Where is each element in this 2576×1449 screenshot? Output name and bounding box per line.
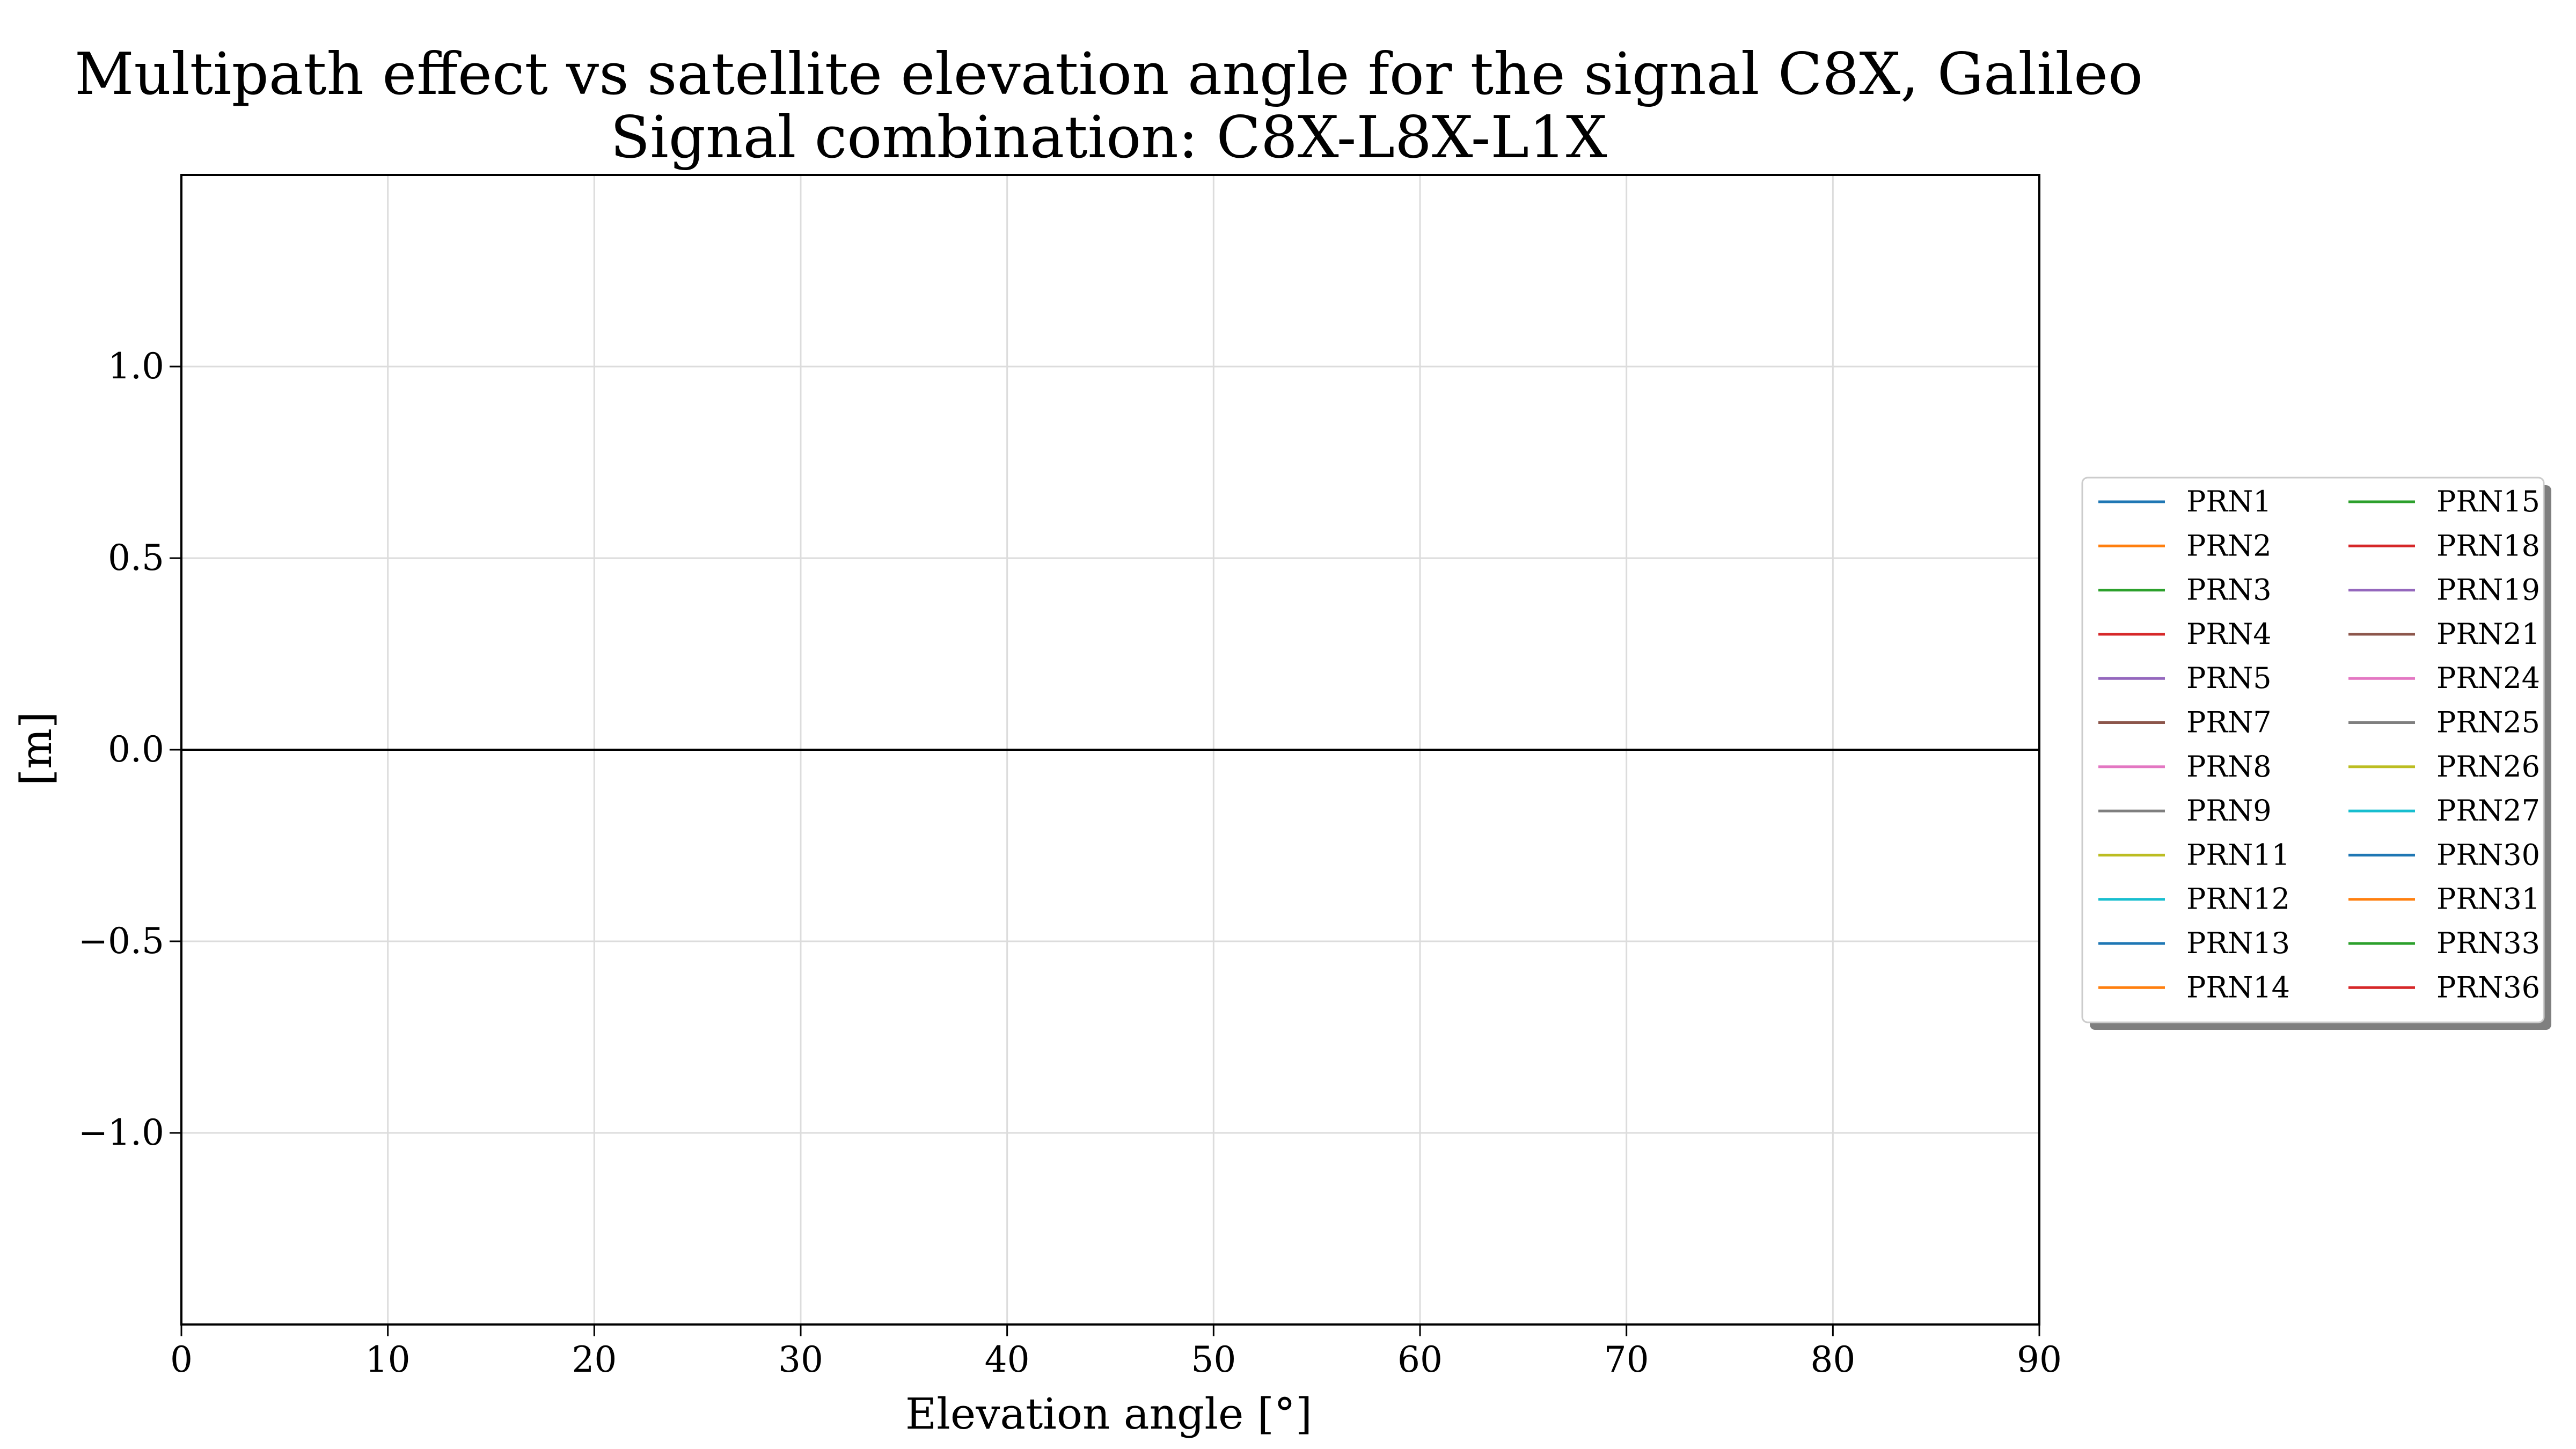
legend-entry-prn15: PRN15 [2348,485,2540,518]
x-tick-label: 0 [170,1339,193,1380]
legend-label: PRN18 [2436,529,2540,562]
y-tick-label: −0.5 [78,920,164,962]
y-tick-label: 0.5 [108,537,164,579]
legend-entry-prn4: PRN4 [2098,617,2272,651]
legend-entry-prn12: PRN12 [2098,882,2290,916]
x-tick-label: 70 [1604,1339,1649,1380]
legend-entry-prn30: PRN30 [2348,838,2540,872]
legend-entry-prn5: PRN5 [2098,661,2272,695]
legend-label: PRN27 [2436,794,2540,828]
x-tick-label: 20 [572,1339,617,1380]
legend-label: PRN8 [2186,750,2272,784]
legend-label: PRN21 [2436,617,2540,651]
legend-entry-prn36: PRN36 [2348,970,2540,1004]
legend-label: PRN3 [2186,573,2272,607]
legend-entry-prn18: PRN18 [2348,529,2540,562]
y-tick-label: −1.0 [78,1112,164,1153]
legend-entry-prn19: PRN19 [2348,573,2540,607]
legend-label: PRN26 [2436,750,2540,784]
legend-entry-prn8: PRN8 [2098,750,2272,784]
legend-label: PRN2 [2186,529,2272,562]
legend-entry-prn24: PRN24 [2348,661,2540,695]
x-tick-label: 10 [365,1339,411,1380]
x-tick-label: 80 [1810,1339,1855,1380]
y-axis-label: [m] [11,712,61,786]
legend-entry-prn9: PRN9 [2098,794,2272,828]
legend-box [2081,477,2545,1023]
legend-label: PRN12 [2186,882,2290,916]
legend-label: PRN30 [2436,838,2540,872]
legend: PRN1 PRN2 PRN3 PRN4 PRN5 PRN7 PRN8 PRN9 PRN11 PRN… [2081,477,2551,1030]
legend-entry-prn13: PRN13 [2098,926,2290,960]
legend-label: PRN5 [2186,661,2272,695]
chart-title: Multipath effect vs satellite elevation … [75,41,2143,108]
legend-entry-prn14: PRN14 [2098,970,2290,1004]
legend-entry-prn2: PRN2 [2098,529,2272,562]
axis-ticks: 0 10 20 30 40 50 60 70 80 90 1.0 0.5 0.0 −0.5 −1.0 [78,346,2062,1380]
x-tick-label: 50 [1191,1339,1236,1380]
legend-entry-prn33: PRN33 [2348,926,2540,960]
legend-entry-prn21: PRN21 [2348,617,2540,651]
legend-label: PRN4 [2186,617,2272,651]
chart-subtitle: Signal combination: C8X-L8X-L1X [610,104,1607,171]
x-tick-label: 30 [778,1339,823,1380]
x-axis-label: Elevation angle [°] [905,1389,1312,1439]
legend-label: PRN36 [2436,970,2540,1004]
legend-label: PRN19 [2436,573,2540,607]
legend-label: PRN24 [2436,661,2540,695]
x-tick-label: 60 [1397,1339,1443,1380]
legend-label: PRN31 [2436,882,2540,916]
legend-entry-prn1: PRN1 [2098,485,2272,518]
legend-entry-prn7: PRN7 [2098,706,2272,740]
legend-label: PRN11 [2186,838,2290,872]
legend-entry-prn3: PRN3 [2098,573,2272,607]
legend-label: PRN25 [2436,706,2540,740]
legend-entry-prn11: PRN11 [2098,838,2290,872]
legend-label: PRN33 [2436,926,2540,960]
legend-entry-prn26: PRN26 [2348,750,2540,784]
legend-label: PRN1 [2186,485,2272,518]
legend-label: PRN14 [2186,970,2290,1004]
legend-label: PRN13 [2186,926,2290,960]
legend-label: PRN15 [2436,485,2540,518]
legend-entry-prn25: PRN25 [2348,706,2540,740]
y-tick-label: 1.0 [108,346,164,387]
legend-entry-prn31: PRN31 [2348,882,2540,916]
legend-label: PRN9 [2186,794,2272,828]
legend-entry-prn27: PRN27 [2348,794,2540,828]
y-tick-label: 0.0 [108,729,164,770]
x-tick-label: 40 [985,1339,1030,1380]
x-tick-label: 90 [2017,1339,2062,1380]
legend-label: PRN7 [2186,706,2272,740]
